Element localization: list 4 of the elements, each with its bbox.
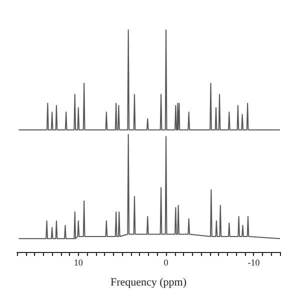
x-tick-label: -10 bbox=[248, 258, 260, 268]
x-tick-label: 10 bbox=[74, 258, 84, 268]
x-tick-label: 0 bbox=[164, 258, 169, 268]
x-axis-title: Frequency (ppm) bbox=[110, 276, 187, 288]
